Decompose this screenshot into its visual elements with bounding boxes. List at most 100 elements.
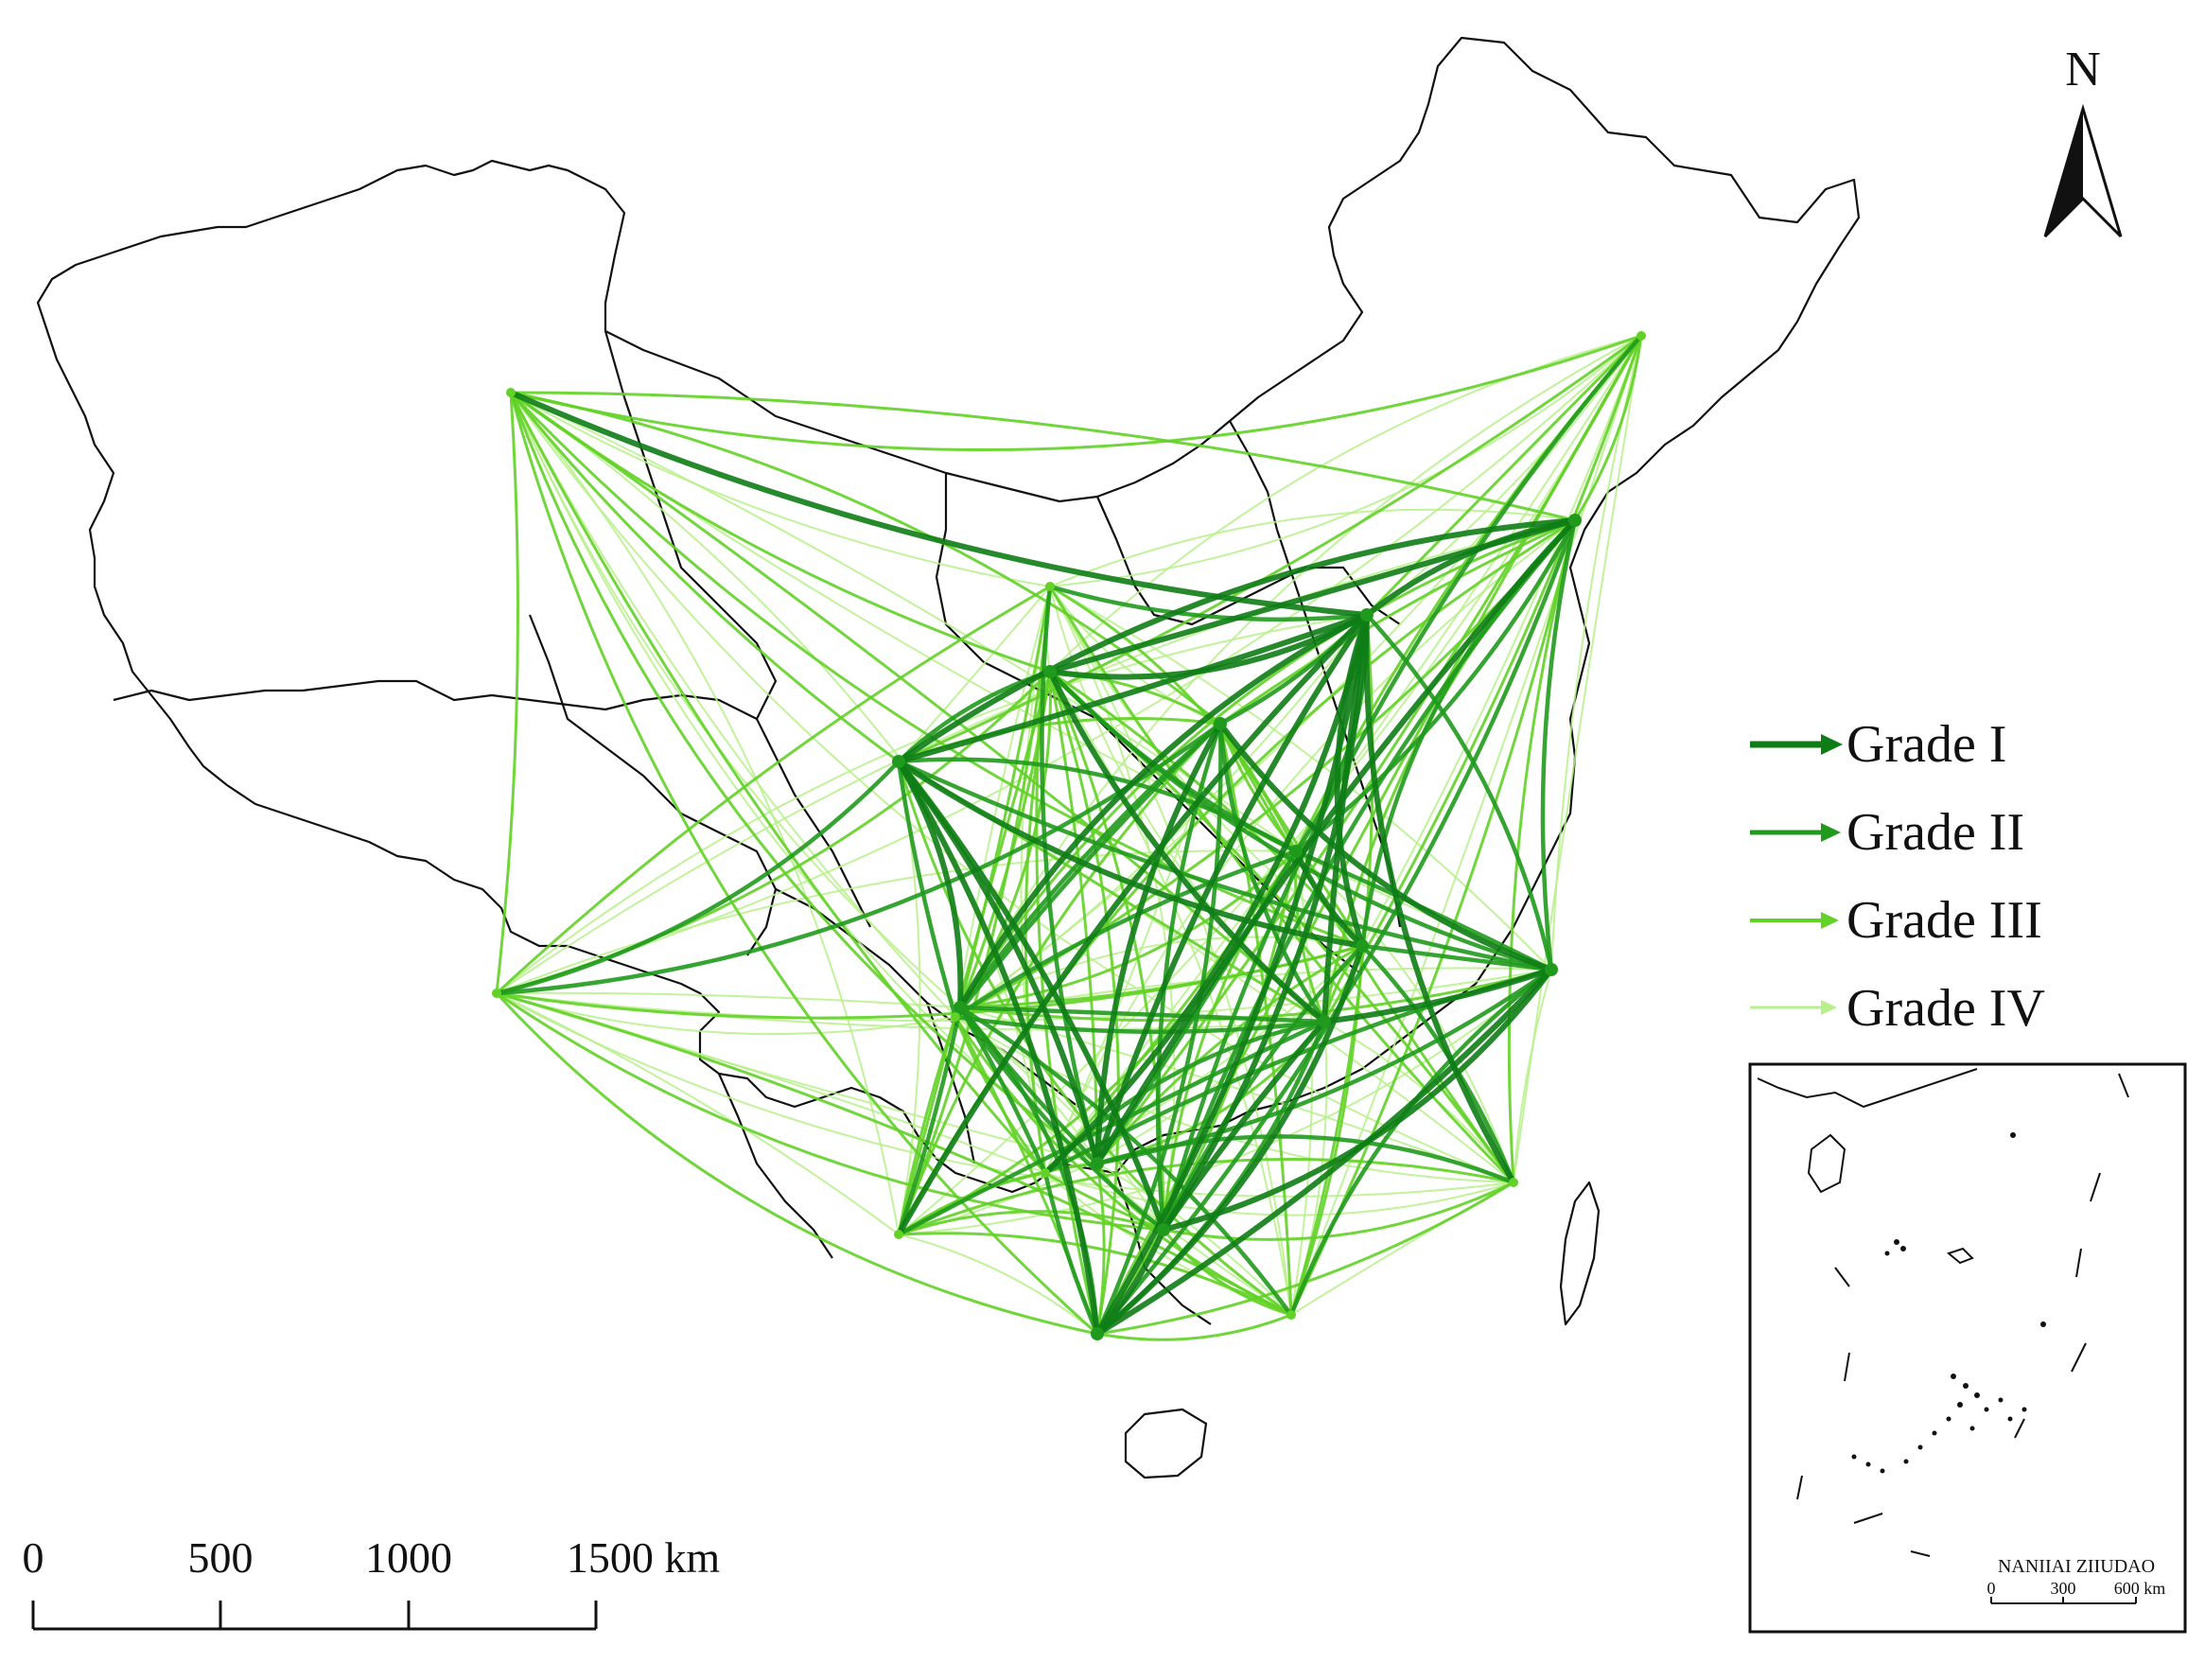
flow-line-grade-4	[1361, 335, 1642, 947]
flow-line-grade-4	[1290, 335, 1642, 1316]
flow-line-grade-2	[1161, 943, 1365, 1233]
flow-line-grade-4	[510, 392, 1051, 587]
inset-title: NANIIAI ZIIUDAO	[1998, 1556, 2155, 1577]
scale-tick-500: 500	[188, 1533, 254, 1582]
flow-line-grade-4	[1044, 335, 1642, 1174]
flow-line-grade-1	[1047, 612, 1370, 680]
flow-line-grade-1	[1094, 967, 1554, 1337]
flow-line-grade-3	[1162, 1181, 1515, 1241]
flow-line-grade-1	[1094, 1227, 1166, 1337]
flow-line-grade-2	[953, 1014, 1327, 1035]
legend-label-grade-3: Grade III	[1846, 891, 2042, 950]
flow-line-grade-3	[509, 391, 1047, 1175]
flow-line-grade-4	[496, 991, 961, 1008]
flow-line-grade-3	[897, 334, 1643, 763]
north-label: N	[2065, 43, 2101, 96]
flow-line-grade-3	[954, 1015, 1293, 1317]
inset-tick-1: 300	[2051, 1579, 2076, 1598]
flow-line-grade-3	[1162, 1228, 1293, 1317]
flow-line-grade-1	[1363, 612, 1516, 1185]
scale-tick-1500: 1500 km	[567, 1533, 721, 1582]
city-node	[1045, 582, 1055, 591]
flow-line-grade-4	[496, 992, 900, 1235]
city-node	[1636, 331, 1646, 341]
flow-lines	[494, 333, 1644, 1341]
legend-label-grade-1: Grade I	[1846, 715, 2006, 774]
flow-line-grade-3	[897, 1210, 1165, 1236]
flow-line-grade-2	[896, 1005, 963, 1237]
city-node	[951, 1012, 960, 1022]
flow-line-grade-1	[896, 759, 1100, 1337]
flow-line-grade-2	[896, 759, 958, 1020]
flow-line-grade-3	[1095, 334, 1643, 1165]
flow-line-grade-3	[1048, 670, 1099, 1165]
flow-line-grade-3	[509, 391, 901, 763]
city-nodes	[492, 331, 1646, 1340]
flow-line-grade-3	[897, 670, 1052, 1236]
flow-line-grade-1	[1217, 721, 1554, 972]
flow-line-grade-1	[1321, 612, 1370, 1024]
scale-tick-0: 0	[23, 1533, 44, 1582]
city-node	[1356, 939, 1369, 953]
flow-line-grade-4	[496, 614, 1368, 994]
flow-line-grade-1	[1094, 612, 1370, 1166]
north-arrow: N	[2043, 43, 2123, 238]
city-node	[506, 388, 516, 397]
inset-tick-2: 600 km	[2114, 1579, 2166, 1598]
flow-line-grade-4	[1049, 335, 1642, 587]
flow-line-grade-1	[1047, 517, 1578, 674]
city-node	[1509, 1178, 1518, 1187]
city-node	[1091, 1157, 1104, 1170]
flow-line-grade-3	[509, 391, 1052, 674]
flow-line-grade-4	[898, 1234, 1098, 1335]
flow-line-grade-4	[510, 392, 1297, 852]
city-node	[1041, 1168, 1050, 1178]
flow-line-grade-3	[495, 991, 1099, 1336]
flow-line-grade-3	[495, 585, 1052, 995]
flow-line-grade-3	[1095, 1181, 1515, 1336]
flow-line-grade-1	[508, 390, 1370, 618]
flow-line-grade-3	[509, 391, 1222, 726]
city-node	[1289, 845, 1303, 858]
city-node	[1091, 1327, 1104, 1340]
flow-line-grade-1	[896, 612, 1370, 1237]
flow-line-grade-3	[1365, 334, 1643, 617]
flow-line-grade-3	[495, 991, 1165, 1232]
flow-line-grade-3	[1218, 518, 1577, 726]
flow-line-grade-3	[1218, 722, 1298, 853]
flow-line-grade-4	[898, 586, 1051, 762]
flow-line-grade-3	[954, 1015, 1047, 1175]
flow-line-grade-1	[1161, 1019, 1327, 1233]
city-node	[1043, 665, 1057, 678]
city-node	[1568, 514, 1582, 527]
flow-line-grade-1	[1161, 967, 1554, 1233]
flow-line-grade-1	[1334, 612, 1370, 949]
flow-line-grade-2	[1364, 612, 1554, 972]
flow-line-grade-1	[1047, 669, 1327, 1024]
legend-item-grade-2: Grade II	[1750, 803, 2024, 862]
flow-line-grade-2	[1047, 669, 1299, 854]
legend-item-grade-1: Grade I	[1750, 715, 2006, 774]
legend-item-grade-4: Grade IV	[1750, 979, 2045, 1038]
city-node	[1318, 1015, 1331, 1028]
flow-line-grade-2	[1094, 1134, 1516, 1185]
flow-line-grade-1	[1094, 943, 1365, 1337]
flow-line-grade-4	[959, 335, 1642, 1008]
flow-line-grade-4	[1513, 335, 1642, 1183]
flow-line-grade-1	[896, 517, 1578, 764]
city-node	[954, 1001, 967, 1014]
legend: Grade I Grade II Grade III Grade IV	[1750, 715, 2045, 1038]
flow-line-grade-1	[896, 612, 1370, 764]
flow-line-grade-3	[1573, 334, 1643, 522]
city-node	[1157, 1223, 1170, 1236]
flow-line-grade-3	[495, 944, 1364, 1020]
flow-line-grade-2	[957, 1005, 1294, 1318]
flow-line-grade-2	[957, 1005, 1100, 1166]
flow-line-grade-3	[1289, 944, 1364, 1317]
flow-line-grade-2	[896, 759, 1554, 972]
flow-line-grade-2	[1042, 1170, 1100, 1337]
legend-label-grade-2: Grade II	[1846, 803, 2024, 862]
flow-line-grade-4	[898, 969, 1552, 1235]
flow-line-grade-2	[1047, 584, 1370, 622]
flow-line-grade-4	[954, 614, 1368, 1018]
